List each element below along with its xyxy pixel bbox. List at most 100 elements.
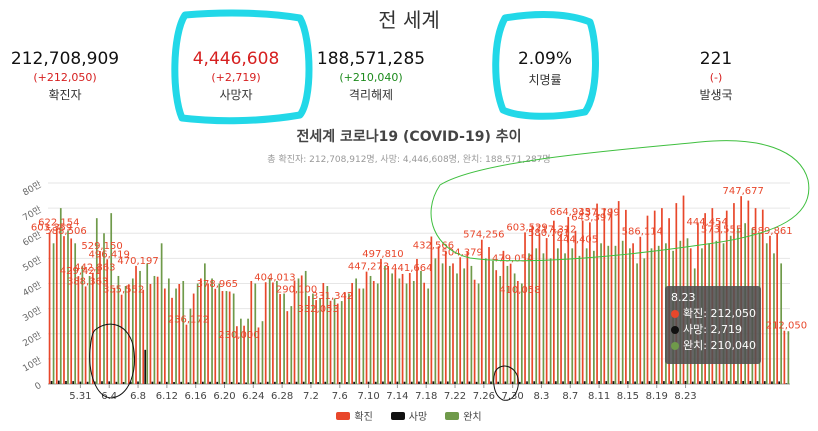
recovered-dot-icon xyxy=(671,342,679,350)
bar-recovered xyxy=(607,245,610,384)
stat-countries: 221 (-) 발생국 xyxy=(626,48,806,105)
bar-recovered xyxy=(88,275,91,384)
bar-confirmed xyxy=(207,283,209,384)
bar-confirmed xyxy=(372,280,375,384)
bar-confirmed xyxy=(315,300,317,384)
bar-confirmed xyxy=(135,265,137,384)
tooltip-deaths-label: 사망 xyxy=(683,323,704,336)
stat-recovered-change: (+210,040) xyxy=(339,71,403,84)
bar-recovered xyxy=(276,280,278,384)
bar-deaths xyxy=(511,381,514,384)
bar-deaths xyxy=(158,381,161,384)
stat-fatality-rate-label: 치명률 xyxy=(528,73,562,87)
bar-confirmed xyxy=(77,276,80,384)
bar-deaths xyxy=(785,383,788,384)
bar-recovered xyxy=(456,273,458,384)
bar-recovered xyxy=(571,248,574,384)
bar-confirmed xyxy=(163,288,166,384)
bar-confirmed xyxy=(142,289,145,384)
y-tick-label: 20만 xyxy=(21,330,44,349)
bar-recovered xyxy=(81,265,84,384)
stat-confirmed-change: (+212,050) xyxy=(33,71,97,84)
data-label: 444,454 xyxy=(686,217,727,228)
data-label: 230,000 xyxy=(218,330,259,341)
bar-recovered xyxy=(261,321,264,384)
stat-fatality-rate: 2.09% 치명률 xyxy=(455,48,635,90)
bar-recovered xyxy=(211,278,213,384)
bar-recovered xyxy=(614,245,617,384)
bar-deaths xyxy=(151,381,154,384)
bar-deaths xyxy=(655,381,658,384)
bar-deaths xyxy=(591,381,593,384)
bar-deaths xyxy=(274,381,276,384)
bar-recovered xyxy=(355,278,357,384)
bar-confirmed xyxy=(769,235,771,384)
y-tick-label: 40만 xyxy=(21,280,44,299)
bar-recovered xyxy=(240,318,242,384)
bar-deaths xyxy=(432,381,435,384)
bar-deaths xyxy=(634,381,636,384)
bar-confirmed xyxy=(380,258,382,384)
bar-deaths xyxy=(86,381,89,384)
bar-confirmed xyxy=(452,263,454,384)
bar-deaths xyxy=(259,382,262,384)
bar-confirmed xyxy=(581,220,584,384)
x-tick-label: 7.18 xyxy=(415,391,437,402)
bar-confirmed xyxy=(365,271,368,384)
bar-recovered xyxy=(643,258,646,384)
bar-recovered xyxy=(369,275,372,384)
bar-deaths xyxy=(202,381,204,384)
bar-confirmed xyxy=(99,251,101,384)
legend-item-deaths[interactable]: 사망 xyxy=(390,408,427,423)
bar-deaths xyxy=(699,381,701,384)
bar-recovered xyxy=(110,213,113,384)
stat-countries-label: 발생국 xyxy=(699,88,733,102)
bar-confirmed xyxy=(272,282,274,384)
bar-confirmed xyxy=(416,258,418,384)
bar-deaths xyxy=(425,381,428,384)
bar-confirmed xyxy=(264,282,267,384)
y-tick-label: 0 xyxy=(34,381,44,393)
legend-item-confirmed[interactable]: 확진 xyxy=(336,408,373,423)
bar-deaths xyxy=(374,381,377,384)
legend-recovered-label: 완치 xyxy=(463,412,482,423)
bar-confirmed xyxy=(596,203,598,384)
bar-confirmed xyxy=(495,270,498,384)
bar-deaths xyxy=(288,382,291,384)
bar-recovered xyxy=(463,268,466,384)
bar-deaths xyxy=(713,381,716,384)
x-tick-label: 8.15 xyxy=(617,391,639,402)
legend-item-recovered[interactable]: 완치 xyxy=(445,408,482,423)
bar-confirmed xyxy=(408,273,411,384)
bar-recovered xyxy=(506,265,509,384)
bar-recovered xyxy=(117,275,120,384)
stat-countries-change: (-) xyxy=(709,71,723,84)
bar-confirmed xyxy=(387,265,390,384)
bar-recovered xyxy=(477,283,480,384)
bar-confirmed xyxy=(574,230,577,384)
bar-confirmed xyxy=(488,247,490,384)
stat-countries-value: 221 xyxy=(699,49,733,69)
bar-deaths xyxy=(598,381,600,384)
bar-recovered xyxy=(333,298,336,384)
bar-recovered xyxy=(67,230,69,384)
bar-deaths xyxy=(310,381,312,384)
bar-confirmed xyxy=(91,272,94,384)
bar-deaths xyxy=(367,381,370,384)
bar-recovered xyxy=(232,293,235,384)
bar-confirmed xyxy=(603,208,606,384)
bar-deaths xyxy=(727,381,730,384)
bar-deaths xyxy=(353,381,355,384)
bar-confirmed xyxy=(221,291,224,384)
bar-confirmed xyxy=(185,324,188,384)
bar-recovered xyxy=(268,278,271,384)
x-tick-label: 6.16 xyxy=(185,391,207,402)
bar-recovered xyxy=(405,283,408,384)
data-label: 622,154 xyxy=(38,218,79,229)
bar-recovered xyxy=(131,278,134,384)
bar-confirmed xyxy=(423,282,426,384)
stat-deaths: 4,446,608 (+2,719) 사망자 xyxy=(146,48,326,105)
bar-confirmed xyxy=(401,273,404,384)
trend-highlight-ellipse xyxy=(430,140,810,262)
y-tick-label: 80만 xyxy=(21,179,44,198)
